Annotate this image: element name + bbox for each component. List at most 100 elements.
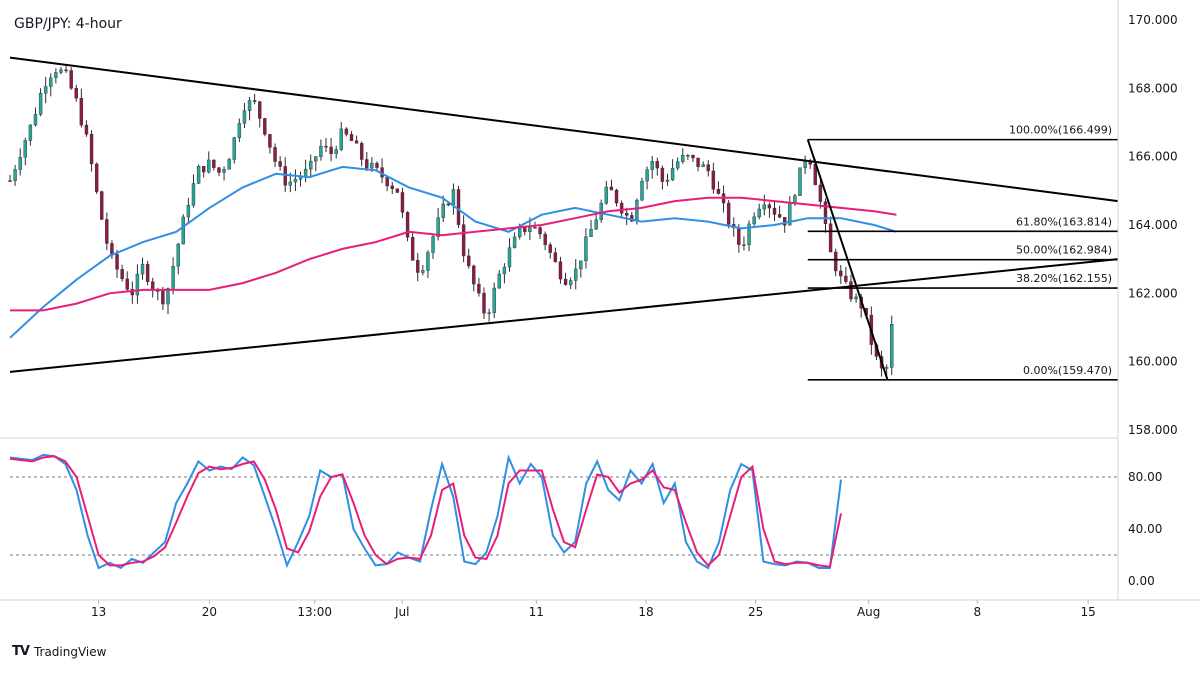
candle xyxy=(13,164,17,186)
candle xyxy=(497,270,501,289)
candle xyxy=(380,158,384,184)
candle xyxy=(319,139,323,161)
candle xyxy=(54,68,58,84)
fib-level-label: 50.00%(162.984) xyxy=(1016,244,1112,257)
stochastic-oscillator xyxy=(9,453,842,570)
candle xyxy=(268,134,272,154)
candle xyxy=(798,167,802,197)
candle xyxy=(222,166,226,181)
candle xyxy=(28,124,33,146)
fib-level-label: 61.80%(163.814) xyxy=(1016,215,1112,228)
candle xyxy=(59,66,63,75)
candle xyxy=(701,161,705,168)
candle xyxy=(186,197,191,225)
candle xyxy=(563,272,568,286)
candle xyxy=(426,250,430,278)
candle xyxy=(747,220,751,252)
candle-body xyxy=(803,161,807,168)
candle-body xyxy=(385,177,389,187)
candle-body xyxy=(18,157,22,170)
time-tick-label: 13:00 xyxy=(297,605,332,619)
candle xyxy=(227,157,231,170)
ma_fast-line xyxy=(9,165,897,339)
candle-body xyxy=(161,290,165,305)
candle xyxy=(574,259,578,290)
candle-body xyxy=(329,146,333,154)
candle xyxy=(818,177,823,209)
candle xyxy=(726,199,731,229)
candle xyxy=(721,185,726,213)
candle-body xyxy=(207,159,211,173)
candle xyxy=(512,232,517,249)
candle-body xyxy=(660,167,665,182)
candle-body xyxy=(543,233,547,245)
candle-body xyxy=(69,70,73,89)
candle-body xyxy=(181,216,185,245)
candle-body xyxy=(655,161,659,169)
tradingview-brand[interactable]: TV TradingView xyxy=(12,644,106,659)
candle-body xyxy=(426,252,430,271)
candle xyxy=(584,228,588,269)
candle-body xyxy=(609,186,614,191)
candle xyxy=(395,188,400,194)
candle-body xyxy=(222,169,226,173)
candle xyxy=(278,156,282,171)
candle-body xyxy=(349,134,354,142)
candle xyxy=(472,264,476,292)
candle xyxy=(706,160,710,177)
candle xyxy=(298,171,303,187)
candle-body xyxy=(303,168,308,177)
candle-body xyxy=(737,227,741,245)
candle-body xyxy=(8,180,12,182)
candle xyxy=(339,122,343,152)
candle-body xyxy=(431,236,435,253)
candle-body xyxy=(115,254,119,270)
candle-body xyxy=(579,260,583,270)
candle xyxy=(176,242,180,275)
candle xyxy=(492,282,496,319)
candle xyxy=(604,180,609,205)
candle-body xyxy=(584,236,588,262)
candle xyxy=(614,188,619,207)
candle-body xyxy=(100,191,104,220)
candle xyxy=(594,213,598,230)
candle xyxy=(665,173,670,186)
candle-body xyxy=(839,270,843,277)
candle xyxy=(589,219,593,237)
candle xyxy=(890,315,894,376)
candle-body xyxy=(258,101,262,119)
candle-body xyxy=(59,69,63,73)
candle xyxy=(125,271,129,291)
candle xyxy=(100,190,104,220)
candle-body xyxy=(375,162,379,168)
candle-body xyxy=(635,199,639,222)
candle xyxy=(303,159,308,183)
candle-body xyxy=(833,251,838,272)
candle xyxy=(273,143,277,168)
candle-body xyxy=(89,134,94,165)
candle xyxy=(74,84,78,102)
candle-body xyxy=(507,247,512,268)
stoch_k-line xyxy=(9,453,842,570)
candle xyxy=(49,73,53,97)
candle-body xyxy=(278,161,282,167)
candle-body xyxy=(849,281,853,300)
candle xyxy=(650,155,654,179)
candle-body xyxy=(94,163,99,192)
candle-body xyxy=(74,88,78,99)
candle-body xyxy=(252,100,257,102)
candle xyxy=(140,257,145,280)
candle xyxy=(201,166,206,178)
candle xyxy=(854,293,858,303)
candle-body xyxy=(762,204,767,210)
fib-level-label: 100.00%(166.499) xyxy=(1009,124,1112,137)
candle-body xyxy=(533,227,537,229)
candle xyxy=(38,88,43,117)
candle xyxy=(145,260,150,286)
candles xyxy=(8,65,894,377)
candle-body xyxy=(339,128,343,150)
candle xyxy=(33,107,38,127)
candle-body xyxy=(416,260,420,273)
candle xyxy=(309,154,313,178)
